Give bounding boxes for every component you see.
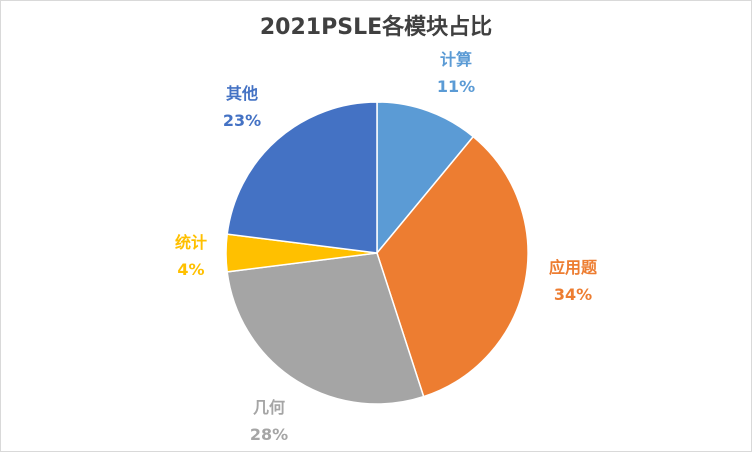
slice-value-label-0: 11% [437,77,475,96]
slice-label-1: 应用题 [549,258,598,277]
slice-value-label-1: 34% [554,285,592,304]
pie-slice-2 [226,252,425,405]
slice-value-label-4: 23% [223,111,261,130]
slice-label-3: 统计 [175,233,207,252]
slice-label-4: 其他 [226,84,258,103]
pie-slice-1 [376,135,529,398]
slice-value-label-2: 28% [250,425,288,444]
slice-label-0: 计算 [440,50,472,69]
slice-value-label-3: 4% [177,260,204,279]
chart-title: 2021PSLE各模块占比 [259,15,493,40]
pie-slice-4 [226,101,378,254]
pie-slice-0 [376,101,475,256]
slice-label-2: 几何 [253,398,285,417]
